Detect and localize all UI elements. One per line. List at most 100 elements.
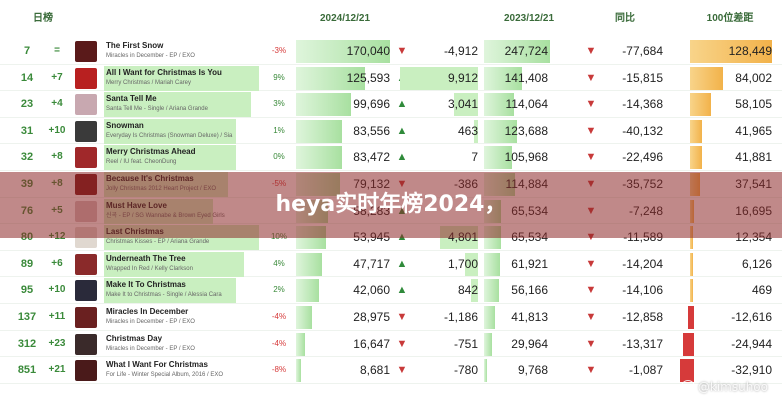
- streams-2023-bar: [484, 119, 517, 143]
- streams-2024-bar: [296, 66, 366, 90]
- top100-gap-bar: [690, 93, 711, 117]
- percent-change: -4%: [271, 338, 287, 348]
- top100-gap-bar: [690, 66, 723, 90]
- song-artist: Christmas Kisses - EP / Ariana Grande: [106, 239, 210, 246]
- table-row: 7 = The First Snow Miracles in December …: [0, 38, 782, 65]
- rank-change: +4: [51, 98, 63, 110]
- streams-2023: 114,064: [505, 97, 549, 112]
- streams-2023: 105,968: [504, 150, 548, 165]
- daily-diff: 7: [471, 150, 478, 165]
- arrow-down-icon: ▼: [396, 310, 408, 323]
- streams-2023-bar: [484, 146, 513, 170]
- album-art: [75, 67, 97, 89]
- percent-change: -4%: [271, 311, 287, 321]
- song-info: Christmas Day Miracles in December - EP …: [106, 334, 261, 355]
- streams-2024-bar: [296, 119, 343, 143]
- streams-2024: 47,717: [353, 256, 390, 271]
- table-row: 137 +11 Miracles In December Miracles in…: [0, 304, 782, 331]
- streams-2024-bar: [296, 305, 313, 329]
- song-info: Snowman Everyday Is Christmas (Snowman D…: [106, 121, 261, 142]
- percent-change: 3%: [273, 99, 285, 109]
- top100-gap-bar: [688, 305, 694, 329]
- streams-2024-bar: [296, 146, 343, 170]
- rank: 7: [23, 45, 31, 57]
- top100-gap: 58,105: [735, 97, 772, 112]
- table-row: 851 +21 What I Want For Christmas For Li…: [0, 357, 782, 384]
- yoy-diff: -14,368: [622, 97, 663, 112]
- album-art: [75, 41, 97, 62]
- top100-gap: 128,449: [728, 44, 772, 58]
- arrow-down-icon: ▼: [585, 364, 597, 377]
- table-row: 89 +6 Underneath The Tree Wrapped In Red…: [0, 251, 782, 278]
- title-banner: [0, 172, 782, 238]
- song-info: Santa Tell Me Santa Tell Me - Single / A…: [106, 94, 261, 115]
- album-art: [75, 280, 97, 302]
- header-rank: 日榜: [33, 13, 53, 24]
- song-artist: Miracles in December - EP / EXO: [106, 318, 195, 325]
- top100-gap-bar: [690, 40, 772, 63]
- daily-diff: 842: [457, 283, 478, 298]
- percent-change: 2%: [273, 285, 285, 295]
- yoy-diff: -12,858: [622, 309, 663, 324]
- streams-2023-bar: [484, 279, 499, 303]
- streams-2023: 247,724: [504, 44, 548, 58]
- song-bar: [104, 278, 236, 304]
- song-info: What I Want For Christmas For Life - Win…: [106, 360, 261, 381]
- yoy-diff: -14,204: [622, 256, 663, 271]
- daily-diff-bar: [474, 119, 478, 143]
- table-row: 31 +10 Snowman Everyday Is Christmas (Sn…: [0, 118, 782, 145]
- song-title: Christmas Day: [106, 333, 163, 343]
- song-title: Miracles In December: [106, 306, 189, 316]
- rank: 32: [20, 151, 34, 164]
- streams-2024-bar: [296, 93, 352, 117]
- song-info: Make It To Christmas Make It to Christma…: [106, 280, 261, 301]
- arrow-down-icon: ▼: [396, 337, 408, 350]
- yoy-diff: -22,496: [622, 150, 663, 165]
- arrow-up-icon: ▲: [396, 98, 408, 111]
- yoy-diff: -15,815: [622, 70, 663, 85]
- streams-2024-bar: [296, 332, 306, 356]
- song-info: Merry Christmas Ahead Reel / IU feat. Ch…: [106, 147, 261, 168]
- streams-2023-bar: [484, 332, 492, 356]
- rank: 312: [17, 337, 37, 350]
- rank-change: =: [54, 45, 60, 56]
- daily-diff: -780: [453, 363, 478, 378]
- arrow-down-icon: ▼: [585, 310, 597, 323]
- table-row: 32 +8 Merry Christmas Ahead Reel / IU fe…: [0, 144, 782, 171]
- arrow-up-icon: ▲: [396, 284, 408, 297]
- song-title: Underneath The Tree: [106, 253, 186, 263]
- song-artist: For Life - Winter Special Album, 2016 / …: [106, 372, 224, 379]
- album-art: [75, 120, 97, 142]
- rank-change: +23: [48, 337, 66, 349]
- daily-diff: 9,912: [447, 70, 478, 85]
- rank-change: +7: [51, 71, 63, 83]
- streams-2024: 125,593: [346, 70, 390, 85]
- song-bar: [104, 145, 236, 171]
- song-artist: Santa Tell Me - Single / Ariana Grande: [106, 106, 208, 113]
- rank: 31: [20, 124, 34, 137]
- streams-2024: 16,647: [353, 336, 390, 351]
- rank: 137: [17, 310, 37, 323]
- streams-2024: 170,040: [346, 44, 390, 58]
- yoy-diff: -14,106: [622, 283, 663, 298]
- rank-change: +6: [51, 257, 63, 269]
- arrow-down-icon: ▼: [585, 337, 597, 350]
- arrow-down-icon: ▼: [585, 124, 597, 137]
- song-bar: [104, 92, 252, 118]
- header-2024: 2024/12/21: [319, 13, 371, 24]
- streams-2023-bar: [484, 66, 522, 90]
- table-row: 23 +4 Santa Tell Me Santa Tell Me - Sing…: [0, 91, 782, 118]
- song-title: Merry Christmas Ahead: [106, 147, 196, 157]
- rank-change: +10: [48, 124, 66, 136]
- streams-2023: 41,813: [511, 309, 548, 324]
- top100-gap-bar: [680, 359, 694, 383]
- streams-2024: 83,556: [353, 123, 390, 138]
- song-info: All I Want for Christmas Is You Merry Ch…: [106, 68, 261, 89]
- percent-change: 9%: [273, 72, 285, 82]
- table-row: 14 +7 All I Want for Christmas Is You Me…: [0, 65, 782, 92]
- top100-gap: 84,002: [735, 70, 772, 85]
- streams-2024: 42,060: [353, 283, 390, 298]
- streams-2023: 56,166: [511, 283, 548, 298]
- song-title: What I Want For Christmas: [106, 360, 208, 370]
- arrow-down-icon: ▼: [585, 284, 597, 297]
